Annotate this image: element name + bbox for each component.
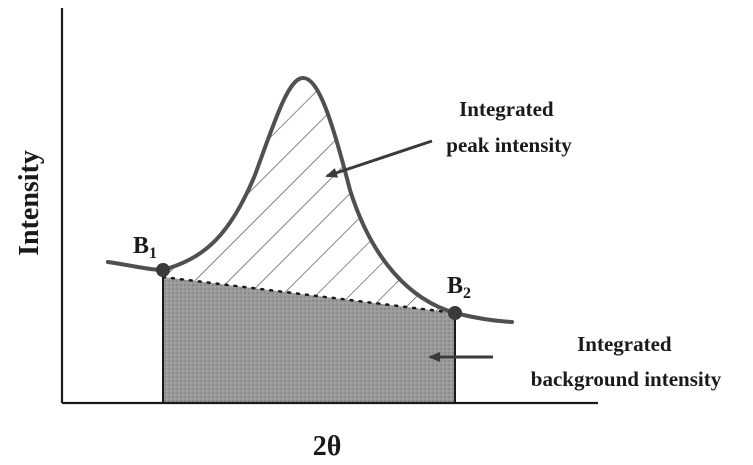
point-b1-letter: B xyxy=(133,233,149,259)
peak-annotation-line2: peak intensity xyxy=(446,133,572,157)
peak-annotation: Integrated peak intensity xyxy=(446,97,572,157)
background-annotation-line1: Integrated xyxy=(577,332,672,356)
peak-annotation-line1: Integrated xyxy=(459,97,554,121)
peak-area xyxy=(163,77,455,314)
point-b2-subscript: 2 xyxy=(463,285,471,302)
point-b1-subscript: 1 xyxy=(149,245,157,262)
point-b2-label: B2 xyxy=(447,273,471,302)
y-axis-label: Intensity xyxy=(14,150,45,256)
background-annotation-line2: background intensity xyxy=(531,367,722,391)
intensity-curve xyxy=(106,76,514,324)
point-b2-letter: B xyxy=(447,273,463,299)
peak-arrow xyxy=(325,139,433,178)
baseline-dotted xyxy=(161,275,457,315)
background-annotation: Integrated background intensity xyxy=(531,332,722,391)
point-b1-label: B1 xyxy=(133,233,157,262)
point-b1-marker xyxy=(156,263,170,277)
point-b2-marker xyxy=(448,306,462,320)
x-axis-label: 2θ xyxy=(313,431,342,462)
background-area xyxy=(163,277,455,402)
